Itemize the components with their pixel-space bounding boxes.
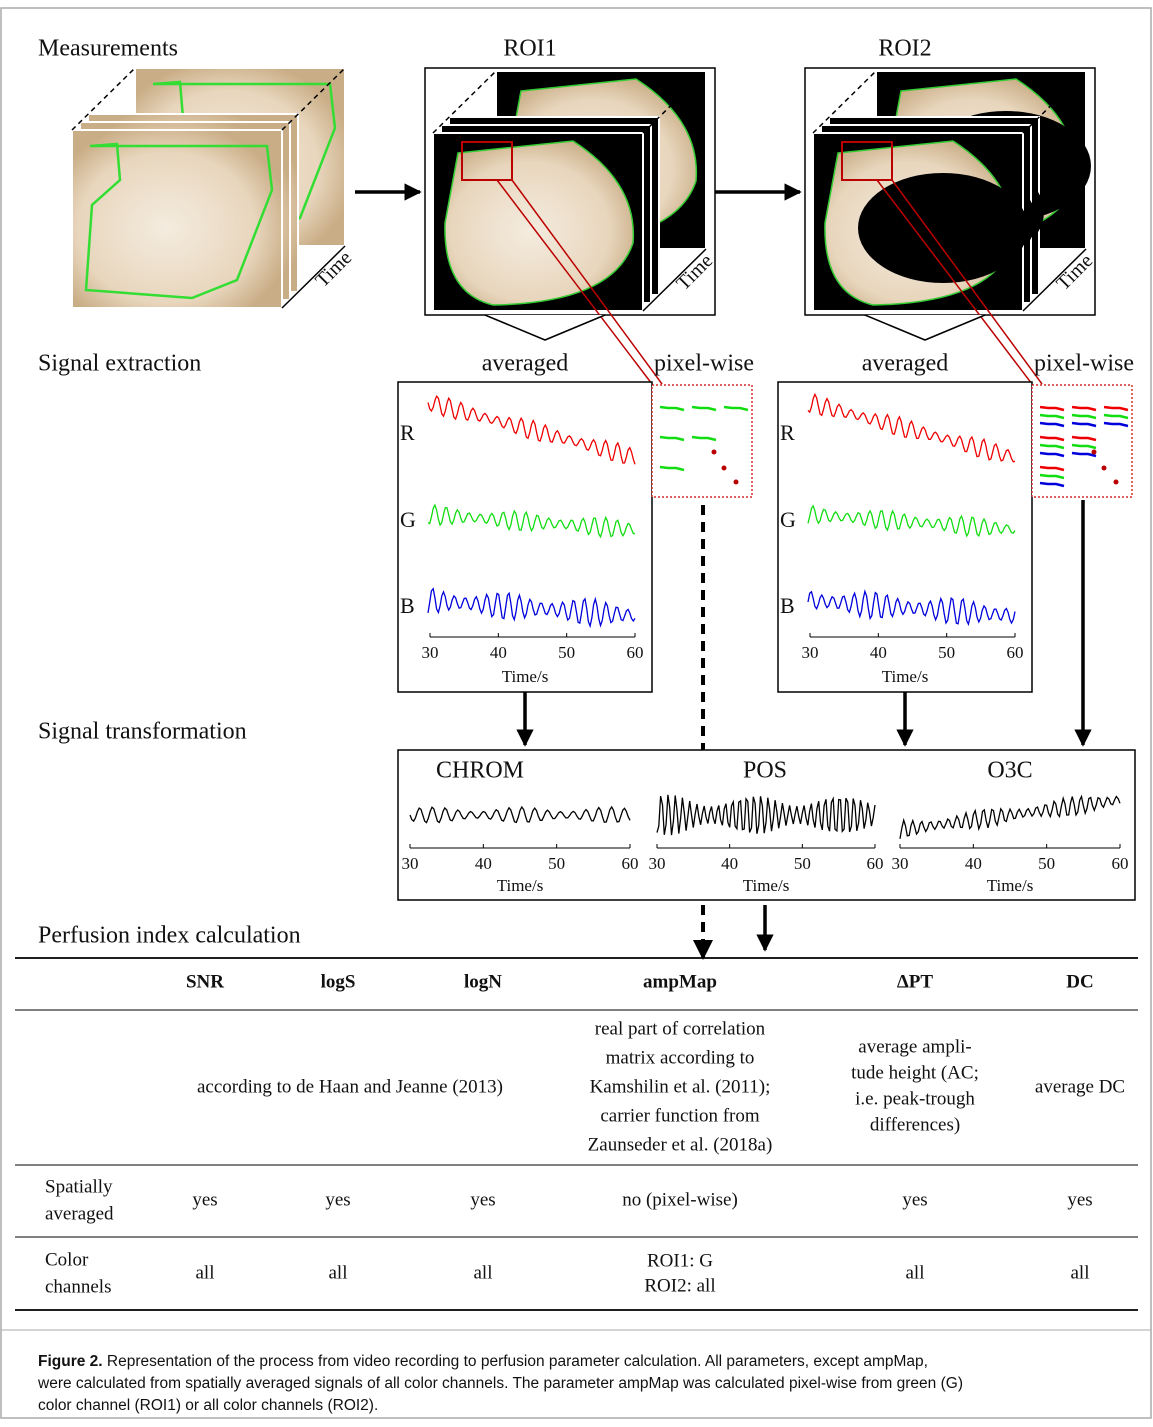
row-label: channels: [45, 1276, 111, 1297]
heading: Measurements: [38, 36, 178, 62]
row-label: Color: [45, 1249, 89, 1270]
pixel-dot: [734, 480, 739, 485]
table-header: SNR: [186, 971, 224, 992]
table-cell: real part of correlation: [595, 1018, 766, 1039]
channel-label: G: [780, 507, 796, 532]
table-cell: differences): [870, 1114, 960, 1135]
section-heading: Signal transformation: [38, 719, 247, 745]
table-cell: all: [196, 1262, 215, 1283]
caption-line: Figure 2. Representation of the process …: [38, 1353, 928, 1370]
section-heading: Perfusion index calculation: [38, 923, 301, 949]
table-header: logN: [464, 971, 502, 992]
axis-label: Time/s: [743, 876, 790, 895]
table-cell: tude height (AC;: [851, 1062, 979, 1083]
pixel-dot: [1114, 480, 1119, 485]
method-title: POS: [743, 758, 787, 784]
tick-label: 40: [475, 854, 492, 873]
table-cell: Zaunseder et al. (2018a): [588, 1134, 773, 1155]
tick-label: 30: [649, 854, 666, 873]
channel-label: B: [400, 593, 415, 618]
table-header: logS: [321, 971, 356, 992]
table-cell: matrix according to: [606, 1047, 755, 1068]
tick-label: 60: [627, 643, 644, 662]
table-header: ΔPT: [897, 971, 934, 992]
time-label: Time: [311, 247, 356, 292]
figure: MeasurementsTimeROI1ROI2TimeTimeSignal e…: [0, 0, 1153, 1427]
tick-label: 30: [422, 643, 439, 662]
table-cell: no (pixel-wise): [622, 1189, 738, 1210]
method-title: CHROM: [436, 758, 524, 784]
tick-label: 40: [965, 854, 982, 873]
tick-label: 50: [1038, 854, 1055, 873]
tick-label: 60: [1112, 854, 1129, 873]
video-frame: [72, 130, 282, 308]
tick-label: 40: [870, 643, 887, 662]
table-cell: ROI1: G: [647, 1250, 713, 1271]
axis-label: Time/s: [502, 667, 549, 686]
table-cell: all: [474, 1262, 493, 1283]
axis-label: Time/s: [882, 667, 929, 686]
pixel-dot: [1092, 450, 1097, 455]
row-label: Spatially: [45, 1176, 113, 1197]
caption-line: color channel (ROI1) or all color channe…: [38, 1397, 378, 1414]
channel-label: R: [400, 420, 415, 445]
table-cell: Kamshilin et al. (2011);: [590, 1076, 771, 1097]
table-cell: all: [906, 1262, 925, 1283]
panel-label: averaged: [862, 351, 949, 377]
tick-label: 40: [490, 643, 507, 662]
tick-label: 60: [1007, 643, 1024, 662]
caption-line: were calculated from spatially averaged …: [37, 1375, 963, 1392]
tick-label: 30: [802, 643, 819, 662]
channel-label: G: [400, 507, 416, 532]
table-cell: average ampli-: [858, 1036, 971, 1057]
table-cell: average DC: [1035, 1076, 1125, 1097]
tick-label: 50: [794, 854, 811, 873]
table-cell: yes: [325, 1189, 350, 1210]
tick-label: 60: [867, 854, 884, 873]
tick-label: 30: [402, 854, 419, 873]
table-header: ampMap: [643, 971, 717, 992]
tick-label: 50: [548, 854, 565, 873]
axis-label: Time/s: [497, 876, 544, 895]
pixel-dot: [712, 450, 717, 455]
axis-label: Time/s: [987, 876, 1034, 895]
table-cell: ROI2: all: [644, 1275, 715, 1296]
table-cell: according to de Haan and Jeanne (2013): [197, 1076, 503, 1097]
row-label: averaged: [45, 1203, 114, 1224]
table-cell: yes: [470, 1189, 495, 1210]
panel-label: pixel-wise: [1034, 351, 1134, 377]
panel-label: pixel-wise: [654, 351, 754, 377]
section-heading: Signal extraction: [38, 351, 201, 377]
heading: ROI1: [503, 36, 556, 62]
panel-label: averaged: [482, 351, 569, 377]
heading: ROI2: [878, 36, 931, 62]
table-cell: carrier function from: [600, 1105, 760, 1126]
pixel-dot: [722, 466, 727, 471]
callout: [485, 315, 605, 340]
table-cell: all: [1071, 1262, 1090, 1283]
tick-label: 50: [558, 643, 575, 662]
callout: [865, 315, 985, 340]
table-cell: yes: [902, 1189, 927, 1210]
table-cell: i.e. peak-trough: [855, 1088, 975, 1109]
tick-label: 60: [622, 854, 639, 873]
tick-label: 50: [938, 643, 955, 662]
caption-text: Representation of the process from video…: [103, 1353, 928, 1370]
channel-label: R: [780, 420, 795, 445]
channel-label: B: [780, 593, 795, 618]
caption-label: Figure 2.: [38, 1353, 103, 1370]
tick-label: 30: [892, 854, 909, 873]
table-cell: yes: [1067, 1189, 1092, 1210]
table-header: DC: [1066, 971, 1093, 992]
table-cell: yes: [192, 1189, 217, 1210]
table-cell: all: [329, 1262, 348, 1283]
tick-label: 40: [721, 854, 738, 873]
pixel-dot: [1102, 466, 1107, 471]
method-title: O3C: [987, 758, 1032, 784]
page: {"header": {"measurements": "Measurement…: [0, 0, 1153, 1427]
